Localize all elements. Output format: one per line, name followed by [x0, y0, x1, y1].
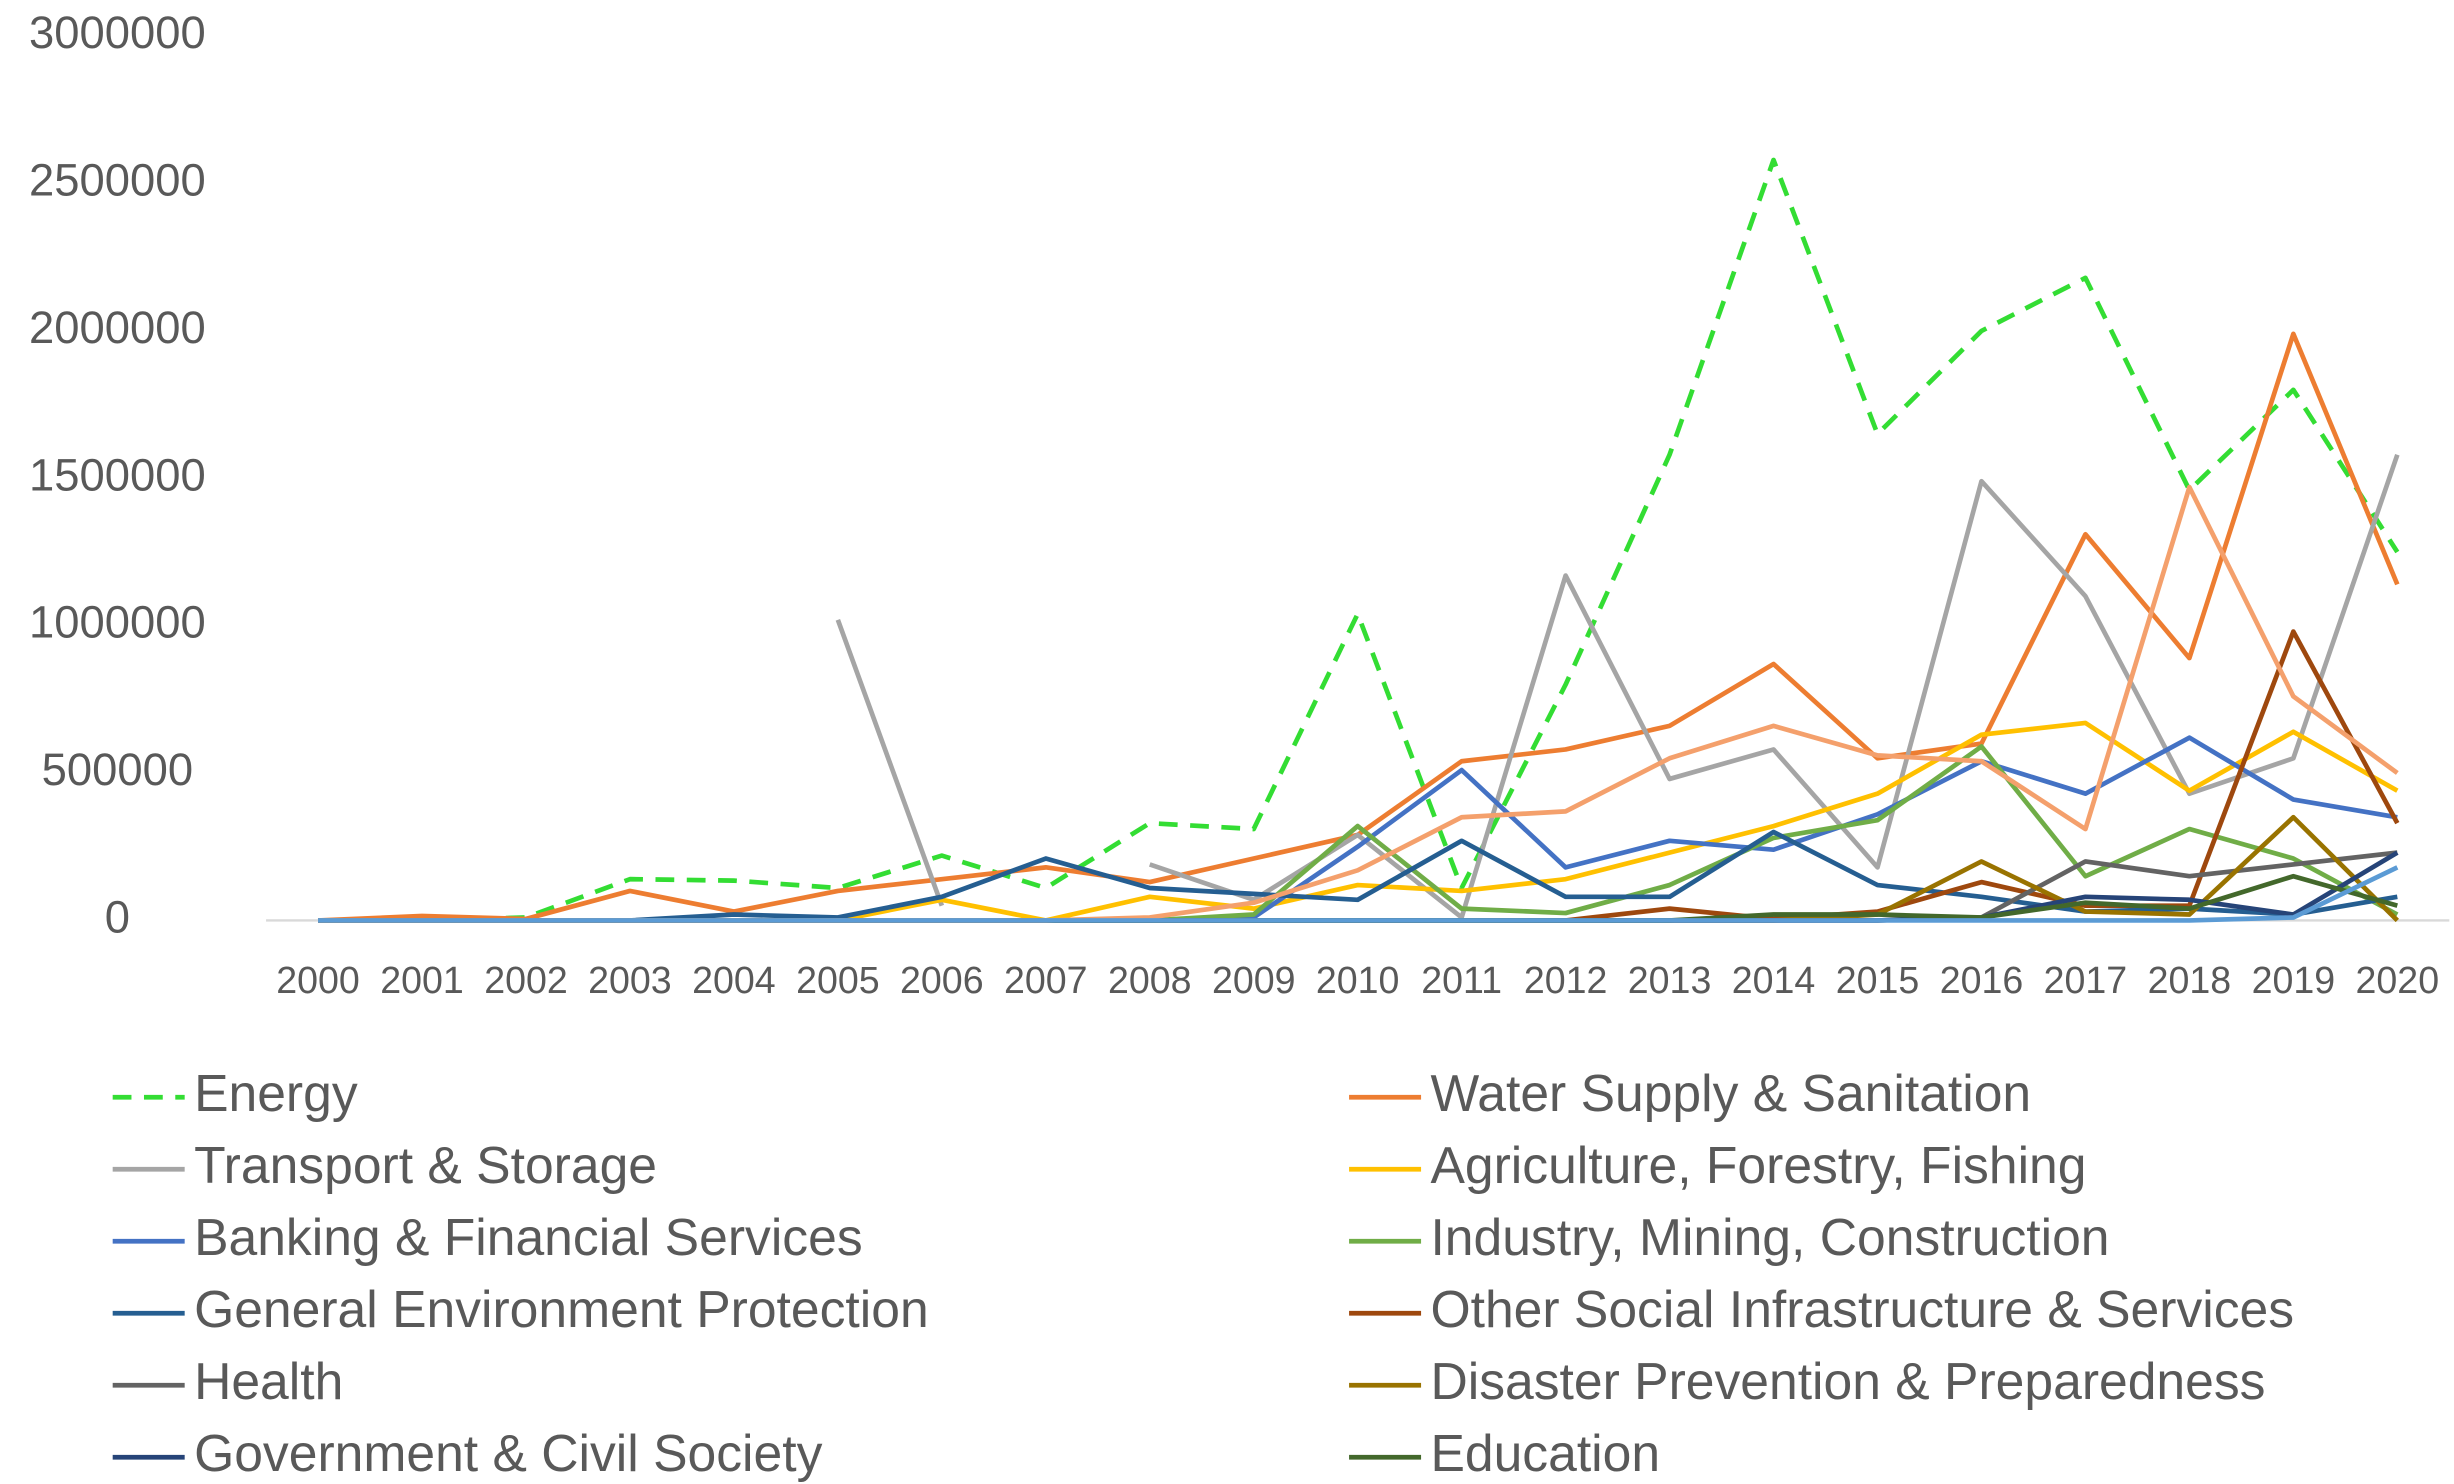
y-tick-label: 2500000	[29, 155, 206, 206]
x-tick-label: 2018	[2148, 959, 2232, 1001]
legend-label: General Environment Protection	[194, 1280, 929, 1338]
x-tick-label: 2001	[380, 959, 464, 1001]
x-tick-label: 2002	[484, 959, 568, 1001]
legend-label: Other Social Infrastructure & Services	[1430, 1280, 2294, 1338]
x-tick-label: 2005	[796, 959, 880, 1001]
legend-label: Industry, Mining, Construction	[1430, 1208, 2109, 1266]
x-tick-label: 2008	[1108, 959, 1192, 1001]
series-line	[835, 618, 945, 907]
legend-label: Transport & Storage	[194, 1136, 657, 1194]
series-line	[318, 865, 2399, 923]
legend-label: Agriculture, Forestry, Fishing	[1430, 1136, 2086, 1194]
y-tick-label: 1500000	[29, 449, 206, 500]
legend-label: Education	[1430, 1424, 1660, 1482]
x-tick-label: 2000	[276, 959, 360, 1001]
y-tick-label: 3000000	[29, 7, 206, 58]
x-tick-label: 2014	[1732, 959, 1816, 1001]
legend-label: Energy	[194, 1064, 358, 1122]
y-tick-label: 2000000	[29, 302, 206, 353]
x-tick-label: 2009	[1212, 959, 1296, 1001]
legend-label: Government & Civil Society	[194, 1424, 823, 1482]
x-tick-label: 2017	[2044, 959, 2128, 1001]
x-tick-label: 2006	[900, 959, 984, 1001]
y-tick-label: 0	[105, 891, 130, 942]
x-tick-label: 2011	[1421, 959, 1502, 1001]
x-tick-label: 2016	[1940, 959, 2024, 1001]
x-tick-label: 2020	[2356, 959, 2440, 1001]
series-line	[317, 331, 2400, 923]
x-tick-label: 2004	[692, 959, 776, 1001]
y-tick-label: 500000	[42, 744, 193, 795]
x-tick-label: 2015	[1836, 959, 1920, 1001]
legend-label: Health	[194, 1352, 343, 1410]
series-line	[318, 157, 2400, 923]
series-line	[318, 484, 2399, 923]
x-tick-label: 2007	[1004, 959, 1088, 1001]
y-tick-label: 1000000	[29, 597, 206, 648]
x-tick-label: 2012	[1524, 959, 1608, 1001]
legend-label: Disaster Prevention & Preparedness	[1430, 1352, 2265, 1410]
legend-label: Banking & Financial Services	[194, 1208, 863, 1266]
x-tick-label: 2013	[1628, 959, 1712, 1001]
x-tick-label: 2003	[588, 959, 672, 1001]
legend-label: Water Supply & Sanitation	[1430, 1064, 2031, 1122]
x-tick-label: 2010	[1316, 959, 1400, 1001]
x-tick-label: 2019	[2252, 959, 2336, 1001]
series-line	[1148, 453, 2400, 920]
